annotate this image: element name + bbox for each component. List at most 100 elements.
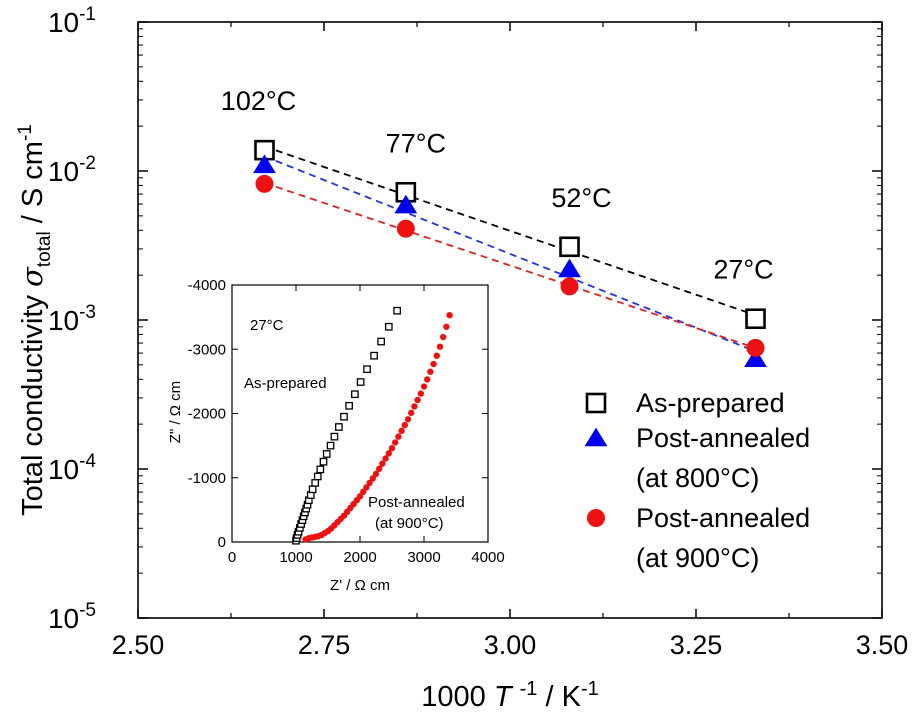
inset-data-point-s0	[370, 351, 378, 360]
main-x-axis: 2.50 2.75 3.00 3.25 3.50	[112, 22, 909, 660]
inset-data-point-s1	[382, 455, 389, 462]
inset-x-tick-label: 3000	[407, 549, 440, 566]
main-data-point-s2	[560, 277, 579, 296]
main-data-point-s1	[744, 348, 767, 367]
main-x-tick-label: 3.50	[856, 630, 909, 660]
inset-data-point-s1	[379, 460, 386, 467]
inset-x-axis-label: Z' / Ω cm	[330, 577, 390, 594]
inset-data-point-s0	[319, 457, 328, 466]
main-temperature-label: 52°C	[551, 183, 611, 213]
legend-label-line2: (at 900°C)	[636, 543, 759, 573]
inset-data-point-s1	[404, 416, 412, 423]
inset-data-point-s0	[384, 322, 393, 331]
inset-data-point-s0	[393, 306, 401, 315]
inset-x-tick-label: 0	[228, 549, 236, 566]
inset-temperature-label: 27°C	[250, 317, 284, 334]
main-x-tick-label: 3.25	[670, 630, 723, 660]
inset-data-point-s1	[417, 390, 424, 397]
main-data-point-s2	[396, 219, 415, 238]
inset-data-point-s0	[345, 401, 353, 410]
legend-marker-s0	[585, 392, 607, 414]
main-x-axis-label: 1000 T -1 / K-1	[421, 678, 598, 713]
inset-data-point-s0	[313, 472, 322, 481]
legend-label: As-prepared	[636, 388, 785, 418]
main-fit-lines	[264, 145, 756, 353]
legend-label-line2: (at 800°C)	[636, 463, 759, 493]
inset-data-point-s1	[372, 470, 380, 478]
inset-data-point-s1	[392, 439, 399, 446]
inset-data-point-s0	[322, 450, 331, 458]
inset-data-point-s0	[363, 365, 371, 374]
main-y-axis-label: Total conductivity σtotal / S cm-1	[15, 124, 55, 516]
main-y-tick-label: 10-4	[48, 451, 96, 485]
main-y-tick-label: 10-1	[48, 4, 96, 38]
legend-label: Post-annealed	[636, 503, 810, 533]
main-y-tick-label: 10-3	[48, 302, 96, 336]
inset-data-point-s1	[356, 493, 364, 500]
inset-y-tick-label: -3000	[188, 341, 226, 358]
inset-data-point-s0	[340, 412, 348, 421]
inset-y-tick-label: -4000	[188, 277, 226, 294]
inset-y-axis-label: Z" / Ω cm	[167, 381, 184, 443]
inset-annotations: 27°C As-prepared Post-annealed (at 900°C)	[244, 317, 465, 532]
main-data-point-s1	[558, 258, 581, 278]
legend-marker-s1	[584, 427, 608, 447]
inset-chart: 0 1000 2000 3000 4000 0-1000-2000-3000-4000 …	[167, 276, 505, 594]
inset-data-point-s1	[360, 488, 367, 496]
main-x-tick-label: 3.00	[484, 630, 537, 660]
main-data-points	[253, 139, 767, 367]
main-data-point-s1	[253, 154, 276, 174]
main-y-tick-label: 10-2	[48, 153, 96, 187]
legend-label: Post-annealed	[636, 423, 810, 453]
inset-data-point-s1	[385, 450, 392, 457]
main-fit-line	[264, 155, 756, 353]
main-data-point-s0	[745, 308, 766, 330]
main-data-point-s2	[746, 338, 765, 357]
inset-data-point-s1	[436, 343, 444, 350]
inset-data-point-s0	[326, 441, 335, 450]
inset-data-point-s1	[395, 433, 402, 440]
inset-background	[167, 276, 489, 586]
inset-x-axis: 0 1000 2000 3000 4000	[228, 285, 505, 566]
inset-data-point-s0	[335, 423, 343, 431]
inset-data-points	[292, 306, 453, 545]
main-fit-line	[264, 145, 756, 316]
inset-data-point-s0	[330, 432, 339, 441]
inset-data-point-s1	[440, 333, 447, 341]
inset-data-point-s1	[424, 376, 431, 383]
inset-data-point-s1	[369, 475, 376, 482]
main-y-tick-label: 10-5	[48, 600, 96, 634]
main-data-point-s2	[255, 174, 274, 193]
inset-data-point-s1	[430, 360, 437, 368]
main-fit-line	[264, 182, 756, 349]
inset-data-point-s1	[411, 403, 418, 410]
inset-data-point-s1	[398, 427, 405, 435]
inset-data-point-s0	[311, 479, 320, 487]
main-x-tick-label: 2.75	[298, 630, 351, 660]
inset-data-point-s1	[446, 311, 453, 319]
inset-label-post-annealed-temp: (at 900°C)	[375, 515, 444, 532]
main-y-axis: 10-5 10-4 10-3 10-2 10-1	[48, 4, 882, 634]
inset-data-point-s1	[420, 383, 428, 390]
inset-y-tick-label: -1000	[188, 470, 226, 487]
inset-y-tick-label: 0	[218, 534, 226, 551]
inset-label-post-annealed: Post-annealed	[368, 494, 465, 511]
inset-data-point-s1	[366, 479, 373, 487]
inset-data-point-s1	[388, 444, 396, 452]
inset-data-point-s1	[408, 409, 415, 417]
main-data-point-s1	[394, 194, 418, 214]
inset-data-point-s0	[308, 485, 317, 494]
main-annotations: 102°C 77°C 52°C 27°C	[221, 86, 774, 285]
inset-y-tick-label: -2000	[188, 406, 226, 423]
inset-data-point-s0	[377, 337, 385, 346]
inset-y-axis: 0 -1000 -2000 -3000 -4000	[188, 277, 488, 551]
main-temperature-label: 102°C	[221, 86, 296, 116]
inset-data-point-s1	[433, 352, 440, 359]
inset-x-tick-label: 1000	[279, 549, 312, 566]
main-temperature-label: 77°C	[386, 128, 446, 158]
inset-data-point-s0	[356, 378, 365, 386]
inset-x-tick-label: 4000	[471, 549, 504, 566]
main-chart: 2.50 2.75 3.00 3.25 3.50 10-510-410-310-210-…	[15, 4, 908, 713]
main-x-tick-label: 2.50	[112, 630, 165, 660]
